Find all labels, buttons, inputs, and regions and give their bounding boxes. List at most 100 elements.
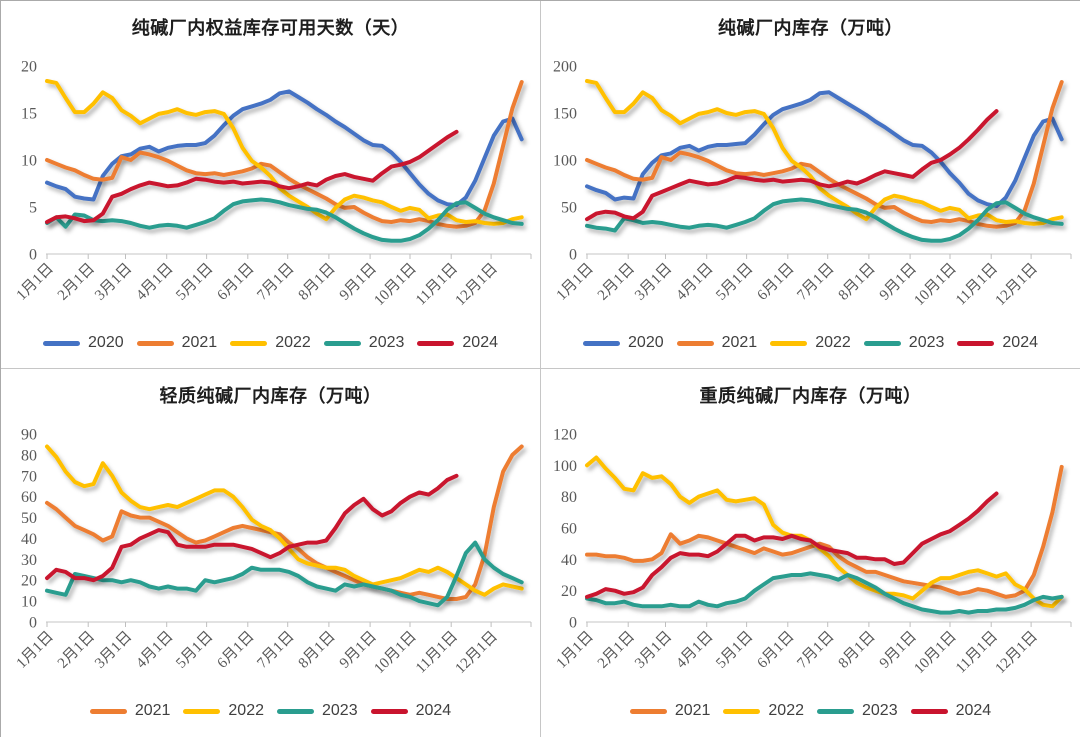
legend-swatch-2024 bbox=[957, 340, 995, 346]
legend-label: 2023 bbox=[368, 334, 405, 351]
chart-legend: 2020 2021 2022 2023 2024 bbox=[541, 332, 1080, 354]
chart-legend: 2021 2022 2023 2024 bbox=[541, 700, 1080, 722]
chart-title: 重质纯碱厂内库存（万吨） bbox=[699, 386, 922, 406]
x-axis-tick-label: 5月1日 bbox=[173, 261, 216, 304]
series-line-2024 bbox=[45, 129, 459, 224]
legend-label: 2024 bbox=[955, 702, 992, 719]
legend-label: 2021 bbox=[721, 334, 758, 351]
chart-panel-light-soda-inventory: 轻质纯碱厂内库存（万吨） 0 10 20 30 40 50 60 70 80 90 1月1日 2月1日… bbox=[1, 369, 541, 737]
series-line-2021 bbox=[585, 464, 1064, 599]
x-axis-tick-label: 1月1日 bbox=[554, 629, 597, 672]
series-line-2023 bbox=[585, 197, 1064, 243]
series-line-2022 bbox=[585, 455, 1064, 609]
plot-area: 0 50 100 150 200 1月1日2月1日3月1日4月1日5月1日6月1日7月1日… bbox=[553, 59, 1072, 309]
x-axis-tick-label: 4月1日 bbox=[673, 261, 716, 304]
legend-swatch-2021 bbox=[136, 340, 174, 346]
x-axis-tick-label: 11月1日 bbox=[953, 629, 1001, 677]
legend-item-2021: 2021 bbox=[89, 702, 170, 720]
y-axis-tick-label: 15 bbox=[21, 106, 37, 123]
legend-item-2022: 2022 bbox=[723, 702, 804, 720]
legend-label: 2022 bbox=[768, 702, 804, 719]
series-line-2021 bbox=[45, 444, 524, 601]
x-axis-tick-label: 12月1日 bbox=[992, 629, 1040, 677]
y-axis-tick-label: 40 bbox=[561, 552, 577, 569]
x-axis-tick-label: 5月1日 bbox=[173, 629, 216, 672]
legend-swatch-2023 bbox=[323, 340, 361, 346]
y-axis-tick-label: 10 bbox=[21, 153, 37, 170]
legend-swatch-2020 bbox=[583, 340, 621, 346]
legend-item-2022: 2022 bbox=[183, 702, 264, 720]
legend-item-2021: 2021 bbox=[136, 334, 217, 352]
legend-item-2023: 2023 bbox=[817, 702, 898, 720]
legend-label: 2022 bbox=[815, 334, 851, 351]
legend-swatch-2020 bbox=[43, 340, 81, 346]
plot-area: 0 5 10 15 20 1月1日2月1日3月1日4月1日5月1日6月1日7月1日8月1日… bbox=[14, 59, 532, 309]
legend-label: 2024 bbox=[1002, 334, 1038, 351]
legend-swatch-2023 bbox=[817, 708, 854, 714]
x-axis-tick-label: 10月1日 bbox=[911, 629, 959, 677]
x-axis-tick-label: 2月1日 bbox=[595, 629, 638, 672]
x-axis-tick-label: 12月1日 bbox=[452, 261, 500, 309]
legend-swatch-2024 bbox=[370, 708, 408, 714]
y-axis-tick-label: 50 bbox=[561, 200, 577, 217]
chart-title: 纯碱厂内权益库存可用天数（天） bbox=[131, 18, 410, 38]
y-axis-tick-label: 0 bbox=[29, 247, 37, 264]
y-axis-tick-label: 20 bbox=[561, 583, 577, 600]
legend-swatch-2024 bbox=[417, 340, 455, 346]
x-axis-tick-label: 7月1日 bbox=[254, 261, 297, 304]
legend-swatch-2021 bbox=[676, 340, 714, 346]
y-axis-tick-label: 60 bbox=[21, 489, 37, 506]
x-axis-tick-label: 1月1日 bbox=[554, 261, 597, 304]
legend-label: 2020 bbox=[628, 334, 664, 351]
legend-swatch-2021 bbox=[89, 708, 127, 714]
plot-area: 0 20 40 60 80 100 120 1月1日2月1日3月1日4月1日5月1日6月1日7… bbox=[553, 427, 1072, 677]
y-axis-tick-label: 0 bbox=[569, 615, 577, 632]
legend-item-2020: 2020 bbox=[583, 334, 664, 352]
legend-label: 2023 bbox=[908, 334, 945, 351]
y-axis-tick-label: 70 bbox=[21, 468, 37, 485]
legend-swatch-2022 bbox=[183, 708, 221, 714]
x-axis-tick-label: 11月1日 bbox=[413, 629, 461, 677]
chart-panel-equity-days: 纯碱厂内权益库存可用天数（天） 0 5 10 15 20 1月1日 2月1日 3月1日 4月1日… bbox=[1, 1, 541, 369]
series-line-2024 bbox=[585, 491, 999, 599]
y-axis-tick-label: 120 bbox=[553, 427, 577, 444]
legend-swatch-2024 bbox=[910, 708, 948, 714]
series-line-2024 bbox=[585, 109, 999, 222]
y-axis-tick-label: 150 bbox=[553, 106, 577, 123]
x-axis-tick-label: 2月1日 bbox=[595, 261, 638, 304]
y-axis-tick-label: 20 bbox=[21, 573, 37, 590]
y-axis-tick-label: 20 bbox=[21, 59, 37, 76]
plot-area: 0 10 20 30 40 50 60 70 80 90 1月1日2月1日3月1日4月1日5月1日6… bbox=[14, 427, 532, 677]
legend-item-2023: 2023 bbox=[863, 334, 945, 352]
chart-title: 纯碱厂内库存（万吨） bbox=[718, 18, 903, 38]
legend-item-2023: 2023 bbox=[323, 334, 405, 352]
chart-legend: 2021 2022 2023 2024 bbox=[1, 700, 540, 722]
y-axis-tick-label: 80 bbox=[21, 447, 37, 464]
x-axis-tick-label: 6月1日 bbox=[754, 261, 797, 304]
x-axis-tick-label: 10月1日 bbox=[371, 261, 419, 309]
y-axis-tick-label: 100 bbox=[553, 153, 577, 170]
legend-label: 2024 bbox=[415, 702, 452, 719]
x-axis-tick-label: 3月1日 bbox=[92, 261, 135, 304]
chart-panel-dense-soda-inventory: 重质纯碱厂内库存（万吨） 0 20 40 60 80 100 120 1月1日 2月1日 3月1日… bbox=[541, 369, 1080, 737]
x-axis-tick-label: 8月1日 bbox=[836, 261, 879, 304]
series-line-2021 bbox=[45, 80, 524, 229]
x-axis-tick-label: 2月1日 bbox=[55, 261, 98, 304]
x-axis-tick-label: 2月1日 bbox=[55, 629, 98, 672]
x-axis-tick-label: 8月1日 bbox=[836, 629, 879, 672]
y-axis-tick-label: 100 bbox=[553, 458, 577, 475]
legend-item-2022: 2022 bbox=[230, 334, 311, 352]
y-axis-tick-label: 40 bbox=[21, 531, 37, 548]
legend-swatch-2023 bbox=[863, 340, 901, 346]
y-axis-tick-label: 90 bbox=[21, 427, 37, 444]
x-axis-tick-label: 3月1日 bbox=[632, 629, 675, 672]
x-axis-tick-label: 11月1日 bbox=[413, 261, 461, 309]
legend-swatch-2022 bbox=[770, 340, 808, 346]
y-axis-tick-label: 60 bbox=[561, 521, 577, 538]
x-axis-tick-label: 8月1日 bbox=[296, 629, 339, 672]
y-axis-tick-label: 80 bbox=[561, 489, 577, 506]
x-axis-tick-label: 6月1日 bbox=[754, 629, 797, 672]
legend-label: 2022 bbox=[275, 334, 311, 351]
legend-label: 2021 bbox=[674, 702, 711, 719]
